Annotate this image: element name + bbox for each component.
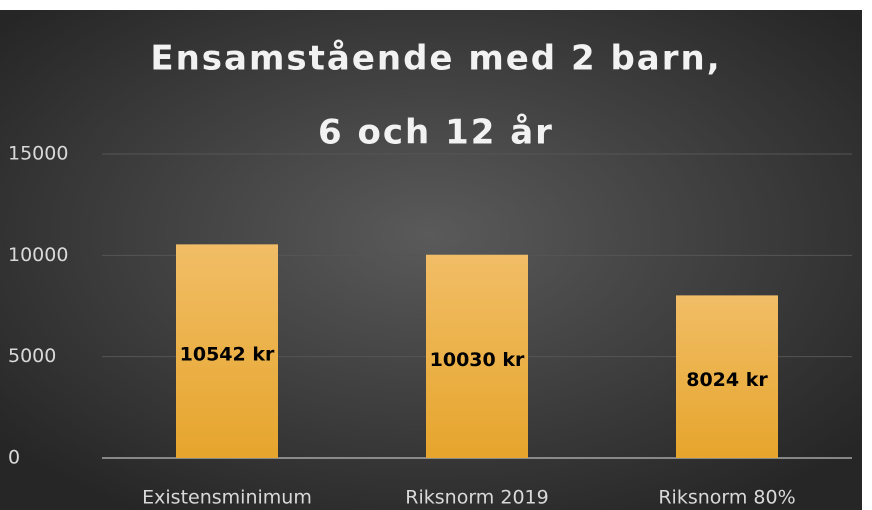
data-label: 10542 kr [180,344,275,366]
chart-title: 6 och 12 år [318,113,554,153]
y-tick-label: 15000 [8,143,68,165]
data-label: 10030 kr [430,349,525,371]
bar [176,244,278,458]
y-tick-label: 5000 [8,345,56,367]
y-tick-label: 0 [8,447,20,469]
x-tick-label: Riksnorm 2019 [405,487,548,509]
data-label: 8024 kr [686,369,768,391]
bar [426,254,528,458]
bar [676,295,778,458]
x-tick-label: Riksnorm 80% [658,487,795,509]
y-tick-label: 10000 [8,244,68,266]
chart-title: Ensamstående med 2 barn, [150,39,721,79]
x-tick-label: Existensminimum [142,487,312,509]
